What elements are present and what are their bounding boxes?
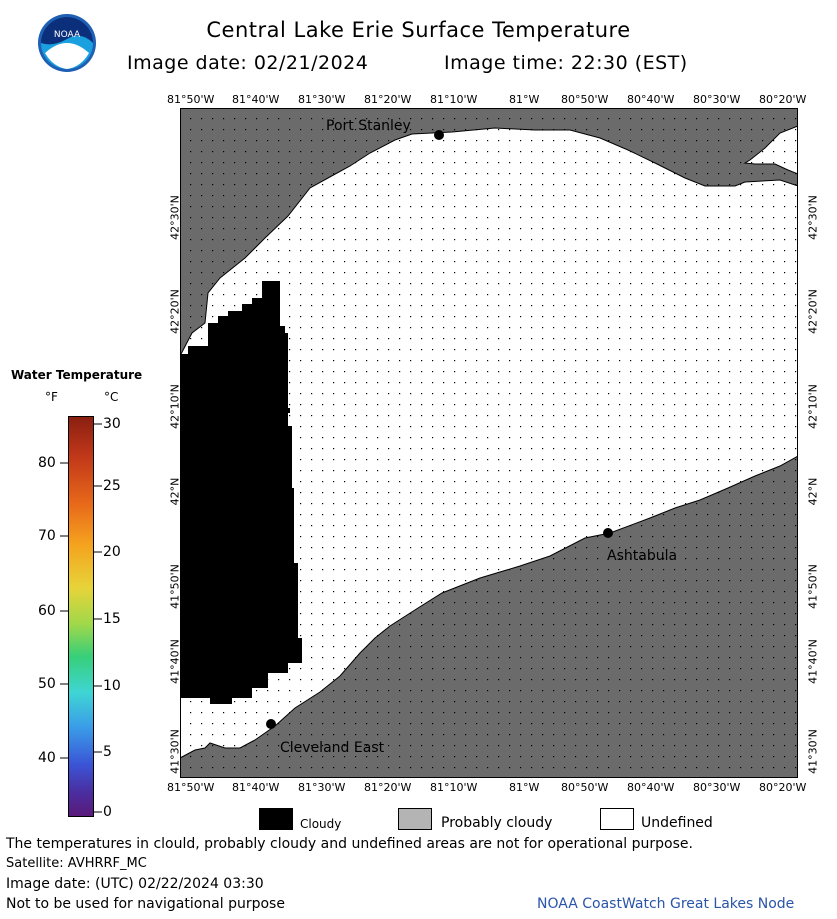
- legend-f-label: 70: [38, 528, 56, 544]
- port-stanley-marker: [434, 130, 444, 140]
- legend-f-label: 40: [38, 750, 56, 766]
- lon-tick: 80°20'W: [759, 93, 807, 106]
- lon-tick: 80°50'W: [561, 93, 609, 106]
- lon-tick: 81°W: [509, 93, 540, 106]
- undefined-label: Undefined: [641, 815, 713, 831]
- lon-tick: 81°30'W: [298, 93, 346, 106]
- lon-tick: 81°40'W: [232, 781, 280, 794]
- lon-tick: 81°40'W: [232, 93, 280, 106]
- satellite-text: Satellite: AVHRRF_MC: [6, 856, 147, 871]
- probably-cloudy-label: Probably cloudy: [441, 815, 553, 831]
- lon-tick: 80°40'W: [627, 93, 675, 106]
- disclaimer-text: The temperatures in clould, probably clo…: [6, 836, 693, 852]
- lon-tick: 81°50'W: [167, 781, 215, 794]
- lon-tick: 81°W: [509, 781, 540, 794]
- lat-tick: 42°N: [806, 477, 820, 506]
- image-time: Image time: 22:30 (EST): [444, 52, 688, 74]
- legend-c-label: 30: [103, 416, 121, 432]
- undefined-swatch: [600, 808, 634, 830]
- lat-tick: 41°40'N: [806, 639, 820, 684]
- legend-c-label: 5: [103, 744, 112, 760]
- lon-tick: 81°10'W: [430, 93, 478, 106]
- lat-tick: 41°50'N: [806, 564, 820, 609]
- lon-tick: 80°40'W: [627, 781, 675, 794]
- lon-tick: 81°20'W: [364, 93, 412, 106]
- lat-tick: 42°30'N: [806, 195, 820, 240]
- page-title: Central Lake Erie Surface Temperature: [206, 18, 631, 42]
- image-date: Image date: 02/21/2024: [127, 52, 369, 74]
- lon-tick: 80°20'W: [759, 781, 807, 794]
- legend-f-label: 50: [38, 676, 56, 692]
- legend-c-label: 15: [103, 611, 121, 627]
- legend-title: Water Temperature: [11, 368, 143, 382]
- label-cleveland-east: Cleveland East: [280, 740, 385, 756]
- cloudy-swatch: [259, 808, 293, 830]
- map-frame: [180, 108, 798, 778]
- cloudy-label: Cloudy: [300, 817, 342, 831]
- legend-f-label: 60: [38, 603, 56, 619]
- label-port-stanley: Port Stanley: [326, 118, 411, 134]
- label-ashtabula: Ashtabula: [607, 548, 678, 564]
- lat-tick: 41°30'N: [806, 729, 820, 774]
- graticule-grid: [180, 108, 798, 778]
- lon-tick: 81°30'W: [298, 781, 346, 794]
- lon-tick: 80°50'W: [561, 781, 609, 794]
- logo-text: NOAA: [54, 30, 81, 40]
- legend-unit-f: °F: [45, 390, 58, 404]
- noaa-logo: NOAA: [38, 14, 96, 72]
- lon-tick: 81°10'W: [430, 781, 478, 794]
- lon-tick: 81°20'W: [364, 781, 412, 794]
- lake-map: [180, 108, 798, 778]
- lat-tick: 42°10'N: [806, 384, 820, 429]
- lon-tick: 81°50'W: [167, 93, 215, 106]
- legend-c-label: 0: [103, 804, 112, 820]
- legend-c-label: 20: [103, 544, 121, 560]
- nav-warning-text: Not to be used for navigational purpose: [6, 896, 285, 912]
- legend-unit-c: °C: [104, 390, 119, 404]
- ashtabula-marker: [603, 528, 613, 538]
- temperature-colorbar: [68, 416, 94, 817]
- probably-cloudy-swatch: [398, 808, 432, 830]
- legend-c-label: 10: [103, 678, 121, 694]
- utc-date-text: Image date: (UTC) 02/22/2024 03:30: [6, 876, 264, 892]
- lon-tick: 80°30'W: [693, 93, 741, 106]
- legend-f-label: 80: [38, 455, 56, 471]
- credit-text: NOAA CoastWatch Great Lakes Node: [537, 896, 795, 912]
- legend-c-label: 25: [103, 478, 121, 494]
- lon-tick: 80°30'W: [693, 781, 741, 794]
- colorbar-ticks: [60, 423, 102, 813]
- cleveland-east-marker: [266, 719, 276, 729]
- lat-tick: 42°20'N: [806, 289, 820, 334]
